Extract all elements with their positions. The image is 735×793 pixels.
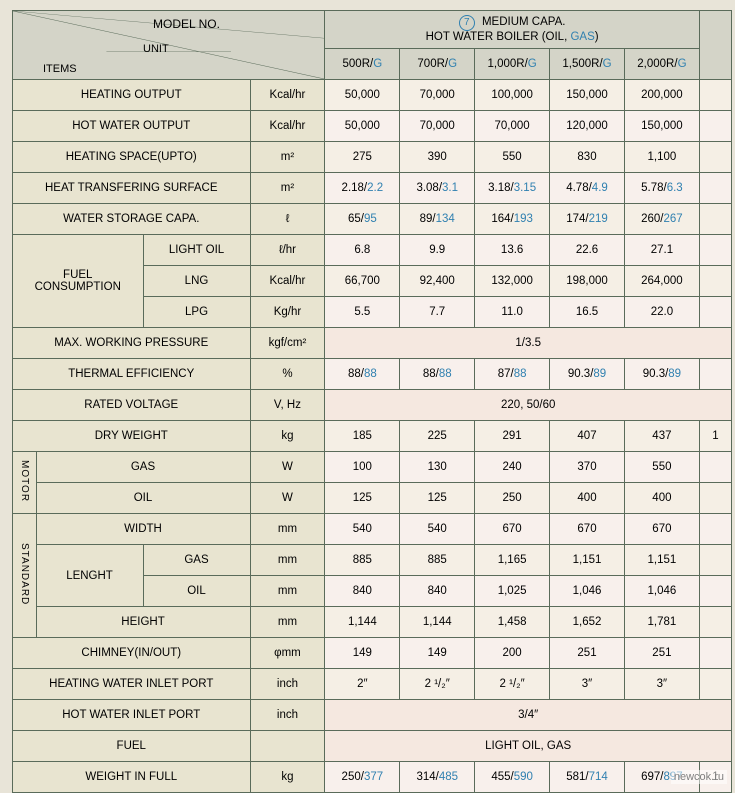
- model-col-3: 1,500R/G: [550, 48, 625, 79]
- model-col-1: 700R/G: [400, 48, 475, 79]
- header-model-no: MODEL NO.: [153, 17, 220, 31]
- table-row: HEAT TRANSFERING SURFACEm² 2.18/2.2 3.08…: [13, 173, 732, 204]
- section-title-line2c: ): [595, 31, 599, 43]
- table-row: CHIMNEY(IN/OUT)φmm149149200251251: [13, 638, 732, 669]
- header-unit: UNIT: [143, 43, 169, 55]
- table-row: HEATING SPACE(UPTO)m²2753905508301,100: [13, 142, 732, 173]
- unit-cell: Kcal/hr: [250, 80, 325, 111]
- table-row: OILW125125250400400: [13, 483, 732, 514]
- watermark: newcok.ru: [671, 770, 727, 784]
- header-corner: MODEL NO. UNIT ITEMS: [13, 11, 325, 80]
- model-col-0: 500R/G: [325, 48, 400, 79]
- model-col-2: 1,000R/G: [475, 48, 550, 79]
- section-number-icon: 7: [459, 15, 475, 31]
- table-row: FUEL CONSUMPTION LIGHT OILℓ/hr6.89.913.6…: [13, 235, 732, 266]
- table-row: FUELLIGHT OIL, GAS: [13, 731, 732, 762]
- table-row: WEIGHT IN FULLkg 250/377 314/485 455/590…: [13, 762, 732, 793]
- section-title-gas: GAS: [570, 31, 594, 43]
- table-row: THERMAL EFFICIENCY% 88/88 88/88 87/88 90…: [13, 359, 732, 390]
- header-items: ITEMS: [43, 63, 77, 75]
- table-row: STANDARD WIDTHmm540540670670670: [13, 514, 732, 545]
- row-label: HEATING OUTPUT: [13, 80, 251, 111]
- header-extra: [699, 11, 731, 80]
- table-row: HEATING OUTPUTKcal/hr50,00070,000100,000…: [13, 80, 732, 111]
- table-row: DRY WEIGHTkg1852252914074371: [13, 421, 732, 452]
- table-row: MOTOR GASW100130240370550: [13, 452, 732, 483]
- model-col-4: 2,000R/G: [624, 48, 699, 79]
- table-row: MAX. WORKING PRESSUREkgf/cm²1/3.5: [13, 328, 732, 359]
- table-row: HOT WATER INLET PORTinch3/4″: [13, 700, 732, 731]
- section-title: 7 MEDIUM CAPA. HOT WATER BOILER (OIL, GA…: [325, 11, 699, 49]
- standard-label: STANDARD: [13, 514, 37, 638]
- table-row: HEATING WATER INLET PORTinch2″2 ¹/₂″2 ¹/…: [13, 669, 732, 700]
- table-row: RATED VOLTAGEV, Hz220, 50/60: [13, 390, 732, 421]
- section-title-line1: MEDIUM CAPA.: [482, 16, 566, 28]
- table-row: HOT WATER OUTPUTKcal/hr50,00070,00070,00…: [13, 111, 732, 142]
- table-row: LENGHTGASmm8858851,1651,1511,151: [13, 545, 732, 576]
- section-title-line2a: HOT WATER BOILER (OIL,: [426, 31, 571, 43]
- fuel-consumption-label: FUEL CONSUMPTION: [13, 235, 144, 328]
- table-row: WATER STORAGE CAPA.ℓ 65/95 89/134 164/19…: [13, 204, 732, 235]
- table-row: HEIGHTmm1,1441,1441,4581,6521,781: [13, 607, 732, 638]
- merged-cell: 1/3.5: [325, 328, 732, 359]
- motor-label: MOTOR: [13, 452, 37, 514]
- spec-table: MODEL NO. UNIT ITEMS 7 MEDIUM CAPA. HOT …: [12, 10, 732, 793]
